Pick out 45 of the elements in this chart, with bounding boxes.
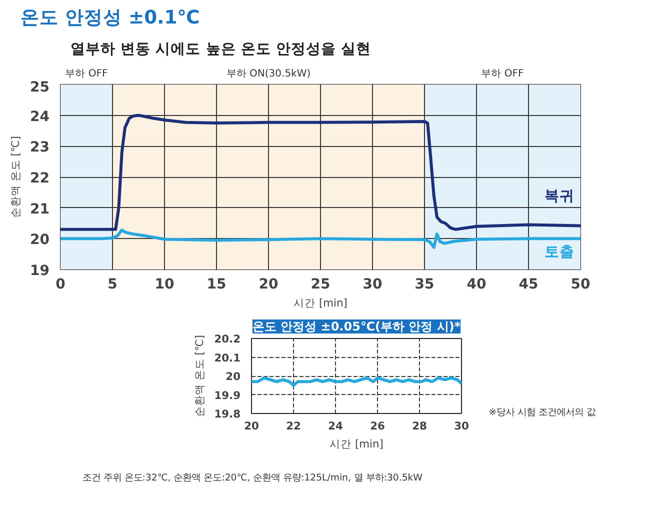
x-tick-label: 15 — [206, 276, 226, 292]
y-tick-label: 20 — [30, 232, 50, 248]
text: ※당사 시험 조건에서의 값 — [488, 406, 596, 418]
x-axis-title: 시간 [min] — [294, 296, 348, 310]
y-tick-label: 22 — [30, 170, 50, 186]
x-tick-label: 20 — [244, 420, 259, 432]
x-tick-label: 24 — [328, 420, 343, 432]
y-tick-label: 19 — [30, 263, 50, 279]
band-label: 부하 OFF — [481, 68, 524, 80]
y-tick-label: 20.1 — [214, 351, 241, 364]
y-tick-label: 19.9 — [214, 388, 241, 402]
chart-title: 온도 안정성 ±0.1℃ — [20, 8, 200, 28]
band-label: 부하 ON(30.5kW) — [226, 68, 311, 80]
x-tick-label: 22 — [286, 420, 301, 432]
x-tick-label: 35 — [414, 276, 434, 292]
x-tick-label: 25 — [310, 276, 330, 292]
y-tick-label: 20.2 — [214, 332, 241, 346]
y-tick-label: 19.8 — [214, 408, 241, 420]
line-series — [60, 114, 580, 231]
x-tick-label: 40 — [466, 276, 486, 292]
y-axis-title: 순환액 온도 [℃] — [193, 334, 206, 418]
x-tick-label: 26 — [370, 420, 385, 432]
y-tick-label: 25 — [30, 80, 50, 96]
chart-subtitle: 열부하 변동 시에도 높은 온도 안정성을 실현 — [70, 40, 372, 58]
y-tick-label: 24 — [30, 108, 50, 125]
x-tick-label: 20 — [258, 276, 278, 292]
x-tick-label: 5 — [108, 276, 118, 292]
y-tick-label: 21 — [30, 201, 50, 218]
x-tick-label: 30 — [454, 420, 469, 432]
x-tick-label: 28 — [412, 420, 427, 432]
x-tick-label: 50 — [570, 276, 590, 292]
series-label: 토출 — [544, 244, 574, 261]
y-axis-title: 순환액 온도 [℃] — [9, 136, 22, 218]
x-tick-label: 0 — [56, 276, 66, 292]
x-axis-title: 시간 [min] — [330, 438, 384, 450]
chart-title: 온도 안정성 ±0.05℃(부하 안정 시)* — [252, 320, 462, 334]
band-label: 부하 OFF — [65, 68, 108, 80]
y-tick-label: 20 — [226, 370, 241, 383]
line-series — [252, 376, 462, 387]
series-label: 복귀 — [544, 188, 574, 205]
text: 조건 주위 온도:32℃, 순환액 온도:20℃, 순환액 유량:125L/min, 열 부하:30.5kW — [82, 472, 422, 484]
x-tick-label: 30 — [362, 276, 382, 292]
y-tick-label: 23 — [30, 140, 50, 156]
x-tick-label: 10 — [154, 276, 174, 292]
x-tick-label: 45 — [518, 276, 538, 292]
